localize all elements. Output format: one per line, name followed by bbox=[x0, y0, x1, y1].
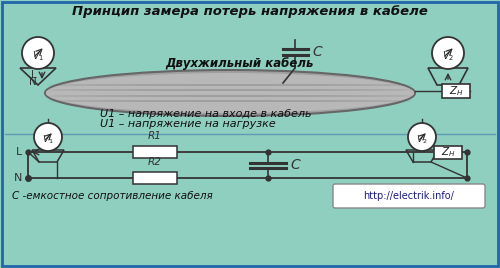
Text: R2: R2 bbox=[148, 157, 162, 167]
Text: С -емкостное сопротивление кабеля: С -емкостное сопротивление кабеля bbox=[12, 191, 213, 201]
Ellipse shape bbox=[46, 81, 414, 105]
Ellipse shape bbox=[46, 95, 414, 97]
Circle shape bbox=[432, 37, 464, 69]
Ellipse shape bbox=[46, 77, 414, 109]
Text: Принцип замера потерь напряжения в кабеле: Принцип замера потерь напряжения в кабел… bbox=[72, 5, 428, 17]
FancyBboxPatch shape bbox=[133, 146, 177, 158]
Text: $Z_H$: $Z_H$ bbox=[448, 84, 464, 98]
Ellipse shape bbox=[46, 84, 414, 86]
Text: L: L bbox=[31, 70, 37, 80]
Text: $Z_H$: $Z_H$ bbox=[440, 145, 456, 159]
Text: http://electrik.info/: http://electrik.info/ bbox=[364, 191, 454, 201]
FancyBboxPatch shape bbox=[434, 146, 462, 158]
Text: U1 – напряжение на нагрузке: U1 – напряжение на нагрузке bbox=[100, 119, 276, 129]
Text: L: L bbox=[16, 147, 22, 157]
FancyBboxPatch shape bbox=[2, 2, 498, 266]
Text: $V_2$: $V_2$ bbox=[442, 50, 454, 64]
Text: N: N bbox=[29, 77, 37, 87]
Text: N: N bbox=[14, 173, 22, 183]
Text: C: C bbox=[312, 45, 322, 59]
FancyBboxPatch shape bbox=[442, 84, 470, 98]
Ellipse shape bbox=[46, 84, 414, 102]
Ellipse shape bbox=[46, 84, 414, 102]
Text: $V_2$: $V_2$ bbox=[416, 134, 428, 146]
FancyBboxPatch shape bbox=[333, 184, 485, 208]
Ellipse shape bbox=[46, 100, 414, 102]
Ellipse shape bbox=[46, 73, 414, 113]
Ellipse shape bbox=[46, 81, 414, 105]
Ellipse shape bbox=[46, 87, 414, 99]
Ellipse shape bbox=[46, 89, 414, 91]
Ellipse shape bbox=[46, 77, 414, 109]
Text: Двухжильный кабель: Двухжильный кабель bbox=[165, 58, 314, 70]
Text: $V_1$: $V_1$ bbox=[42, 134, 54, 146]
Text: C: C bbox=[290, 158, 300, 172]
Text: $V_1$: $V_1$ bbox=[32, 50, 44, 64]
Circle shape bbox=[22, 37, 54, 69]
Circle shape bbox=[408, 123, 436, 151]
FancyBboxPatch shape bbox=[133, 172, 177, 184]
Text: U1 – напряжение на входе в кабель: U1 – напряжение на входе в кабель bbox=[100, 109, 312, 119]
Text: R1: R1 bbox=[148, 131, 162, 141]
Ellipse shape bbox=[45, 70, 415, 116]
Circle shape bbox=[34, 123, 62, 151]
